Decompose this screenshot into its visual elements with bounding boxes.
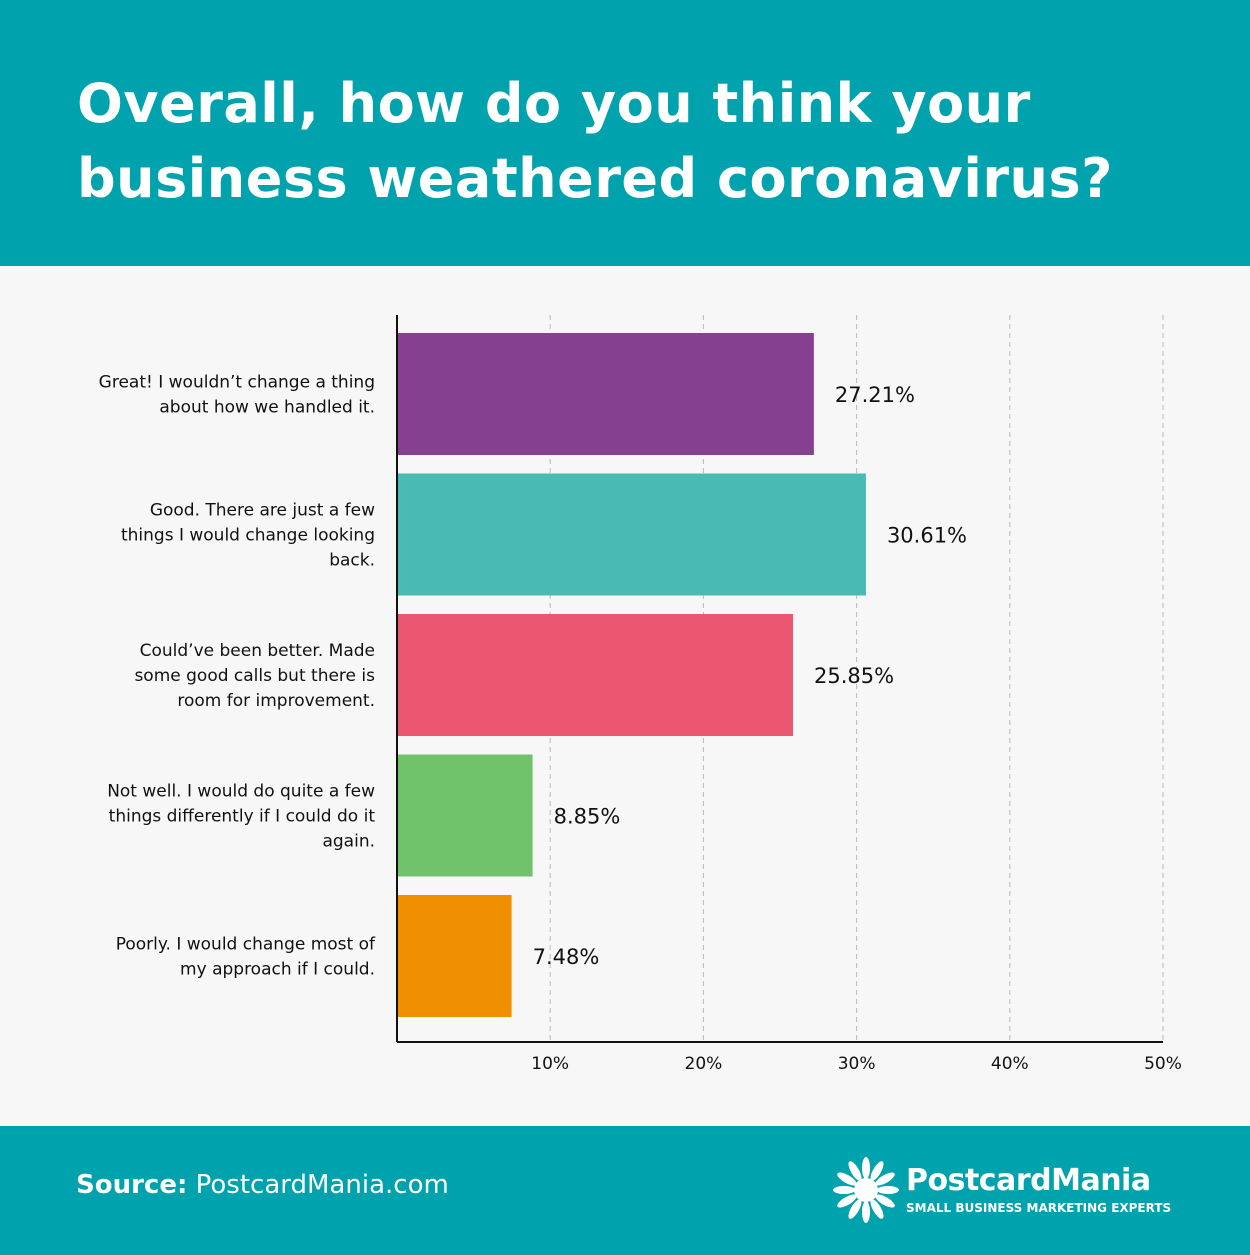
source-value: PostcardMania.com [195, 1170, 449, 1200]
bar [397, 895, 512, 1017]
category-label: Poorly. I would change most of [116, 935, 376, 955]
brand-name: PostcardMania [906, 1163, 1151, 1198]
data-label: 30.61% [887, 524, 967, 548]
category-label: things differently if I could do it [109, 807, 376, 827]
page-title: Overall, how do you think your business … [77, 72, 1113, 210]
x-tick-label: 20% [685, 1054, 723, 1074]
category-label: about how we handled it. [159, 398, 375, 418]
data-label: 7.48% [533, 945, 600, 969]
source-line: Source: PostcardMania.com [76, 1170, 449, 1200]
data-label: 8.85% [554, 805, 621, 829]
category-label: room for improvement. [177, 691, 375, 711]
brand-tagline: SMALL BUSINESS MARKETING EXPERTS [906, 1201, 1172, 1215]
source-label: Source: [76, 1170, 188, 1200]
category-label: my approach if I could. [180, 960, 375, 980]
x-tick-label: 10% [531, 1054, 569, 1074]
category-label: back. [329, 551, 375, 571]
footer-banner [0, 1126, 1250, 1255]
category-label: some good calls but there is [134, 666, 375, 686]
category-label: Could’ve been better. Made [140, 641, 375, 661]
sunburst-logo-icon [833, 1157, 899, 1223]
x-tick-label: 30% [838, 1054, 876, 1074]
category-label: things I would change looking [121, 526, 375, 546]
bar [397, 473, 866, 596]
x-tick-label: 40% [991, 1054, 1029, 1074]
bar [397, 333, 814, 455]
x-tick-label: 50% [1144, 1054, 1182, 1074]
category-label: Great! I wouldn’t change a thing [99, 373, 375, 393]
bar [397, 614, 794, 736]
data-label: 27.21% [835, 383, 915, 407]
category-label: Not well. I would do quite a few [107, 782, 375, 802]
data-label: 25.85% [814, 664, 894, 688]
category-label: again. [322, 832, 375, 852]
header-banner: Overall, how do you think your business … [0, 0, 1250, 266]
bar [397, 754, 533, 877]
category-label: Good. There are just a few [150, 501, 375, 521]
